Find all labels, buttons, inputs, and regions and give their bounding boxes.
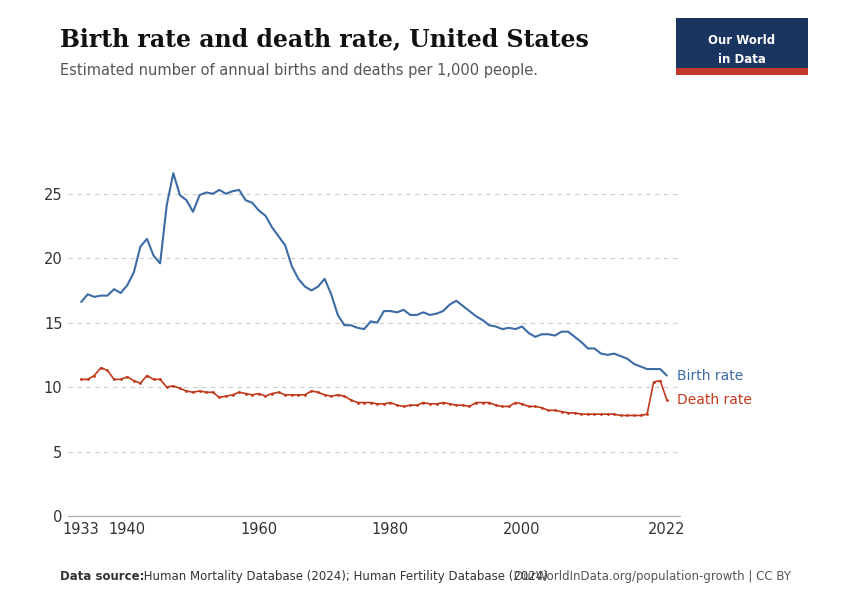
Text: in Data: in Data: [717, 53, 766, 65]
Text: Data source:: Data source:: [60, 570, 144, 583]
Text: Birth rate and death rate, United States: Birth rate and death rate, United States: [60, 27, 588, 51]
Text: Death rate: Death rate: [677, 393, 751, 407]
Text: Our World: Our World: [708, 34, 775, 47]
Text: Human Mortality Database (2024); Human Fertility Database (2024): Human Mortality Database (2024); Human F…: [140, 570, 548, 583]
Text: Birth rate: Birth rate: [677, 368, 743, 383]
Text: OurWorldInData.org/population-growth | CC BY: OurWorldInData.org/population-growth | C…: [513, 570, 790, 583]
Text: Estimated number of annual births and deaths per 1,000 people.: Estimated number of annual births and de…: [60, 63, 537, 78]
Bar: [676, 68, 807, 75]
